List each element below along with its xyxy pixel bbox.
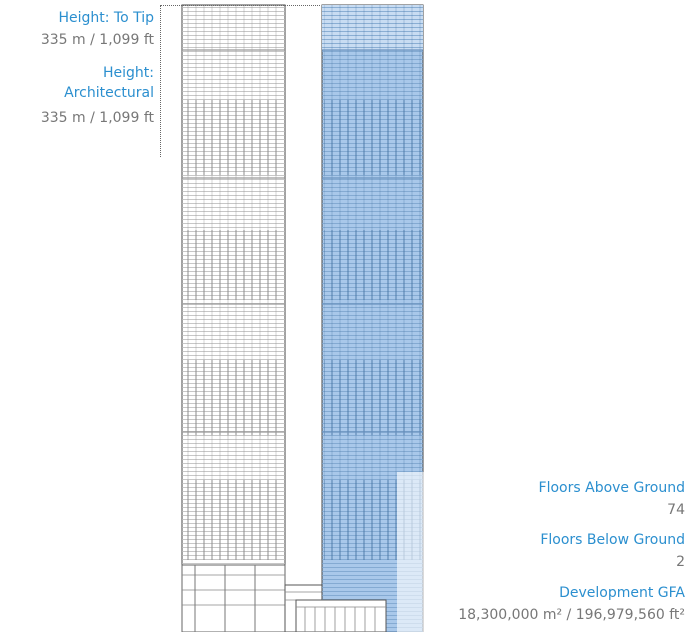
floors-below-ground-value: 2 (676, 554, 685, 570)
height-to-tip-value: 335 m / 1,099 ft (40, 32, 154, 48)
height-architectural-value: 335 m / 1,099 ft (40, 110, 154, 126)
floors-above-ground-value: 74 (667, 502, 685, 518)
height-architectural-label: Height: Architectural (64, 65, 154, 101)
height-to-tip-label: Height: To Tip (58, 10, 154, 26)
development-gfa-value: 18,300,000 m² / 196,979,560 ft² (458, 607, 685, 623)
height-dimension-line-horizontal (160, 5, 320, 6)
stats-backdrop (397, 472, 699, 632)
floors-above-ground-label: Floors Above Ground (538, 480, 685, 496)
development-gfa-label: Development GFA (559, 585, 685, 601)
low-rise-block (295, 599, 387, 632)
tower-left (181, 4, 286, 632)
height-dimension-line-vertical (160, 5, 161, 157)
tower-right-highlighted (321, 4, 424, 632)
floors-below-ground-label: Floors Below Ground (540, 532, 685, 548)
